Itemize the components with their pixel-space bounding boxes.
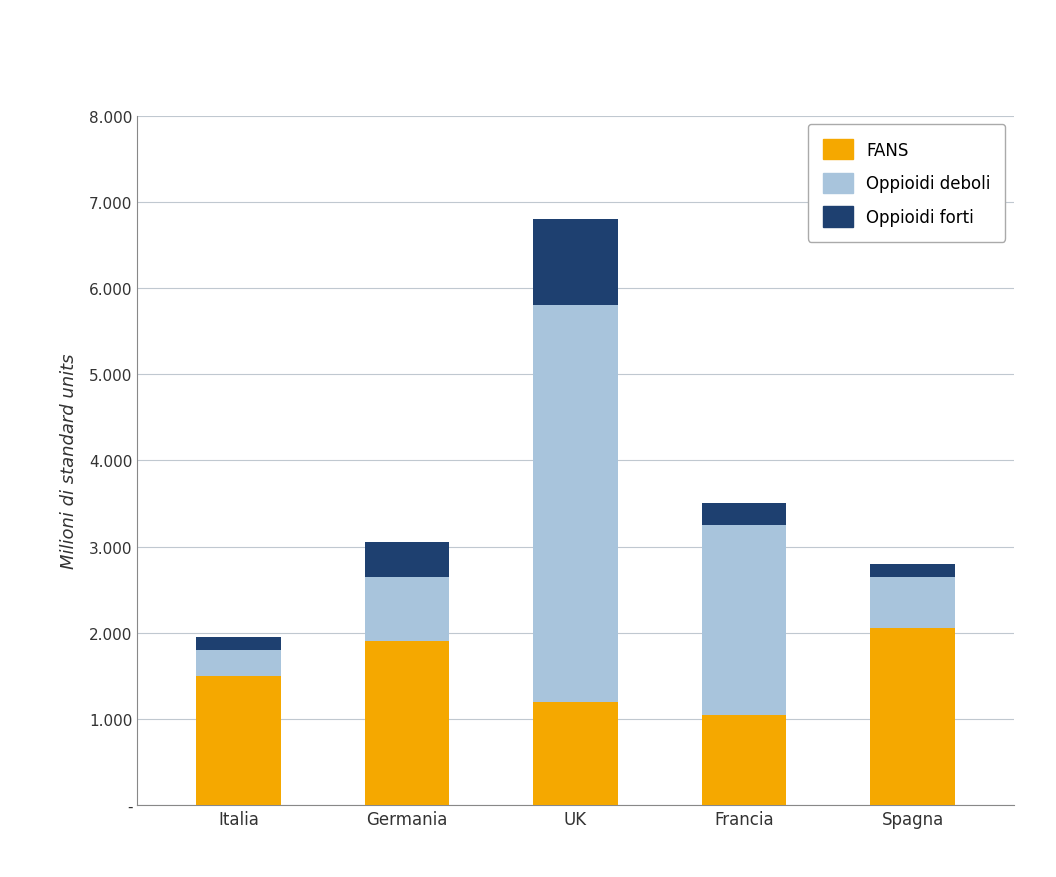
Text: IMS Dataview Midas.: IMS Dataview Midas. [13,846,191,862]
Bar [364,642,449,805]
Bar [196,650,281,676]
Text: Utilizzo di farmaci per la terapia del dolore (anno 2013): Utilizzo di farmaci per la terapia del d… [178,27,878,47]
Bar [702,504,787,525]
Bar [702,525,787,715]
Bar [196,676,281,805]
Bar [533,306,618,702]
Bar [702,715,787,805]
Bar [870,577,955,629]
Bar [870,564,955,577]
Bar [364,577,449,642]
Bar [870,629,955,805]
Bar [533,702,618,805]
Legend: FANS, Oppioidi deboli, Oppioidi forti: FANS, Oppioidi deboli, Oppioidi forti [808,125,1005,243]
Bar [364,543,449,577]
Bar [533,220,618,306]
Bar [196,638,281,650]
Y-axis label: Milioni di standard units: Milioni di standard units [60,353,78,568]
